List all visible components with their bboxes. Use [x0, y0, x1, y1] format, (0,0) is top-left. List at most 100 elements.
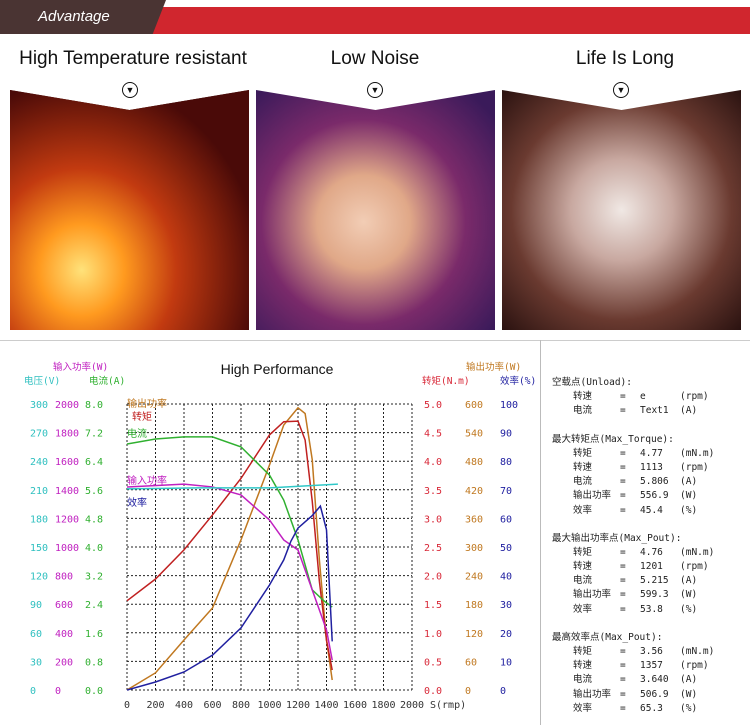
- info-unit: (rpm): [680, 461, 709, 473]
- info-row: 转矩 = 3.56 (mN.m): [552, 645, 714, 659]
- y-tick-label-input_power: 1200: [55, 514, 79, 525]
- info-section-title: 空载点(Unload):: [552, 377, 632, 388]
- info-unit: (%): [680, 504, 698, 516]
- axis-label-voltage: 电压(V): [24, 375, 60, 387]
- info-value: 45.4: [640, 504, 663, 516]
- y-tick-label-efficiency: 10: [500, 657, 512, 668]
- info-row: 转速 = 1113 (rpm): [552, 461, 714, 475]
- divider: [540, 340, 541, 725]
- info-section: 最高效率点(Max_Pout): 转矩 = 3.56 (mN.m) 转速 = 1357 (rpm…: [552, 631, 714, 716]
- info-label: 输出功率: [573, 589, 612, 601]
- series-line-input_power: [126, 483, 333, 661]
- chevron-down-icon: ▼: [367, 82, 383, 98]
- info-row: 效率 = 65.3 (%): [552, 702, 714, 716]
- y-tick-label-efficiency: 20: [500, 629, 512, 640]
- feature-image-baby: [256, 90, 495, 330]
- y-tick-label-input_power: 600: [55, 600, 73, 611]
- info-label: 效率: [573, 603, 593, 615]
- y-tick-label-voltage: 150: [30, 543, 48, 554]
- info-row: 转矩 = 4.77 (mN.m): [552, 447, 714, 461]
- info-section-title: 最大转矩点(Max_Torque):: [552, 433, 674, 445]
- y-tick-label-current: 8.0: [85, 400, 103, 411]
- info-value: 4.77: [640, 447, 663, 459]
- info-unit: (rpm): [680, 391, 709, 403]
- performance-chart: 0 200 400 600 800 1000 1200 1400 1600 1800 2000 S(r…: [24, 361, 536, 711]
- info-unit: (mN.m): [680, 546, 715, 558]
- y-tick-label-voltage: 30: [30, 657, 42, 668]
- x-tick-label: 800: [232, 700, 250, 711]
- y-tick-label-voltage: 300: [30, 400, 48, 411]
- y-tick-label-output_power: 600: [465, 400, 483, 411]
- y-tick-label-voltage: 60: [30, 629, 42, 640]
- info-row: 效率 = 45.4 (%): [552, 504, 714, 518]
- info-row: 转速 = 1201 (rpm): [552, 560, 714, 574]
- info-label: 转矩: [573, 546, 593, 558]
- y-tick-label-current: 0.0: [85, 686, 103, 697]
- y-tick-label-current: 7.2: [85, 429, 103, 440]
- y-tick-label-efficiency: 90: [500, 429, 512, 440]
- info-value: 53.8: [640, 603, 663, 615]
- series-label-output_power: 输出功率: [127, 397, 167, 410]
- info-label: 电流: [573, 575, 593, 587]
- banner-title: Advantage: [38, 8, 110, 25]
- series-label-current: 电流: [127, 427, 147, 440]
- info-unit: (W): [680, 688, 698, 700]
- info-equals: =: [620, 603, 626, 615]
- info-label: 电流: [573, 674, 593, 686]
- y-tick-label-efficiency: 70: [500, 486, 512, 497]
- y-tick-label-output_power: 240: [465, 572, 483, 583]
- series-label-torque: 转矩: [132, 410, 152, 423]
- y-tick-label-output_power: 120: [465, 629, 483, 640]
- info-value: 5.215: [640, 575, 669, 587]
- y-tick-label-current: 2.4: [85, 600, 103, 611]
- y-tick-label-output_power: 420: [465, 486, 483, 497]
- info-section: 最大输出功率点(Max_Pout): 转矩 = 4.76 (mN.m) 转速 = 1201 (r…: [552, 532, 714, 617]
- info-equals: =: [620, 674, 626, 686]
- info-label: 效率: [573, 702, 593, 714]
- info-value: 3.56: [640, 646, 663, 657]
- x-tick-label: 1600: [343, 700, 367, 711]
- info-label: 转速: [573, 391, 593, 403]
- axis-label-current: 电流(A): [89, 375, 125, 387]
- info-section: 最大转矩点(Max_Torque): 转矩 = 4.77 (mN.m) 转速 = 1113 (r…: [552, 433, 714, 518]
- y-tick-label-current: 1.6: [85, 629, 103, 640]
- x-tick-label: 1800: [371, 700, 395, 711]
- y-tick-label-torque: 3.0: [424, 514, 442, 525]
- y-tick-label-torque: 2.5: [424, 543, 442, 554]
- info-equals: =: [620, 561, 626, 573]
- info-equals: =: [620, 702, 626, 714]
- axis-label-torque: 转矩(N.m): [422, 375, 470, 387]
- info-row: 转速 = 1357 (rpm): [552, 659, 714, 673]
- y-tick-label-current: 3.2: [85, 572, 103, 583]
- info-value: 1357: [640, 660, 663, 672]
- info-value: 1201: [640, 561, 663, 573]
- info-equals: =: [620, 405, 626, 417]
- y-tick-label-input_power: 0: [55, 686, 61, 697]
- series-label-input_power: 输入功率: [127, 474, 167, 487]
- x-tick-label: 1400: [314, 700, 338, 711]
- info-unit: (A): [680, 476, 698, 488]
- series-line-current: [126, 436, 333, 608]
- info-equals: =: [620, 589, 626, 601]
- info-value: 3.640: [640, 674, 669, 686]
- y-tick-label-output_power: 180: [465, 600, 483, 611]
- info-equals: =: [620, 646, 626, 657]
- y-tick-label-torque: 0.0: [424, 686, 442, 697]
- info-equals: =: [620, 490, 626, 502]
- info-unit: (mN.m): [680, 447, 715, 459]
- y-tick-label-torque: 4.0: [424, 457, 442, 468]
- axis-label-efficiency: 效率(%): [500, 375, 536, 387]
- y-tick-label-torque: 2.0: [424, 572, 442, 583]
- chevron-down-icon: ▼: [613, 82, 629, 98]
- info-equals: =: [620, 688, 626, 700]
- y-tick-label-input_power: 200: [55, 657, 73, 668]
- info-equals: =: [620, 391, 626, 403]
- info-row: 转矩 = 4.76 (mN.m): [552, 546, 714, 560]
- info-label: 转速: [573, 461, 593, 473]
- info-row: 输出功率 = 599.3 (W): [552, 588, 714, 602]
- y-tick-label-current: 4.8: [85, 514, 103, 525]
- y-tick-label-current: 0.8: [85, 657, 103, 668]
- feature-image-sparks: [10, 90, 249, 330]
- info-row: 电流 = Text1 (A): [552, 404, 714, 418]
